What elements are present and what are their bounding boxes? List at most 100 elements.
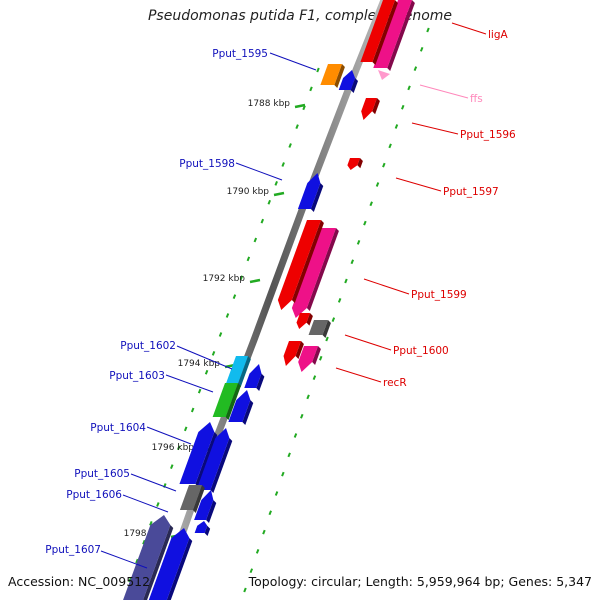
guide-dot — [350, 259, 355, 265]
guide-dot — [232, 294, 237, 300]
gene-pput-1607-partner-shade — [163, 538, 193, 600]
guide-dot — [281, 471, 285, 477]
guide-dot — [407, 85, 411, 91]
gene-label-pput-1604: Pput_1604 — [90, 422, 146, 434]
gene-label-pput-1596: Pput_1596 — [460, 129, 516, 141]
guide-dot — [262, 529, 266, 535]
dotted-guide-lines — [128, 27, 430, 593]
gene-label-pput-1597: Pput_1597 — [443, 186, 499, 198]
guide-dot — [325, 336, 329, 342]
gene-label-pput-1602: Pput_1602 — [120, 340, 176, 352]
gene-ffs — [378, 70, 390, 80]
gene-pput-1596-body — [361, 98, 377, 120]
gene-pput-1603-body — [212, 383, 238, 417]
scale-tick-label: 1794 kbp — [178, 359, 221, 369]
guide-dot — [300, 413, 304, 419]
gene-label-pput-1595: Pput_1595 — [212, 48, 268, 60]
gene-pput-1596-shade — [372, 98, 380, 115]
gene-recR-red-shade — [295, 341, 304, 359]
gene-pput-1599-body — [291, 228, 336, 318]
gene-ligA-shade — [387, 0, 415, 71]
gene-label-pput-1598: Pput_1598 — [179, 158, 235, 170]
gene-pput-1602-partner-shade — [256, 373, 265, 391]
gene-pput-1599-partner — [277, 220, 324, 310]
guide-dot — [156, 502, 160, 507]
scale-tick-label: 1790 kbp — [227, 187, 270, 197]
guide-dot — [239, 275, 244, 281]
guide-dot — [388, 143, 392, 149]
gene-pput-1604-partner — [196, 428, 233, 493]
gene-pput-1598-shade — [310, 183, 324, 212]
gene-pput-1595-shade — [334, 64, 345, 88]
gene-pput-1600-red-shade — [306, 313, 313, 326]
gene-pput-1605 — [179, 485, 205, 513]
gene-pput-1598-body — [297, 173, 321, 209]
gene-ligA — [373, 0, 415, 71]
gene-pput-1598 — [297, 173, 324, 212]
scale-tick-label: 1796 kbp — [152, 443, 195, 453]
guide-dot — [255, 549, 260, 554]
leader-pput-1604 — [146, 426, 192, 445]
leader-pput-1600 — [344, 334, 392, 351]
leader-pput-1602 — [176, 345, 233, 370]
guide-dot — [274, 180, 278, 186]
guide-dot — [344, 278, 348, 284]
gene-label-pput-1603: Pput_1603 — [109, 370, 165, 382]
guide-dot — [243, 587, 247, 593]
leader-pput-1595 — [269, 52, 317, 71]
guide-dot — [197, 388, 202, 394]
guide-dot — [204, 369, 209, 375]
guide-dot — [268, 510, 272, 516]
guide-dot — [281, 162, 285, 167]
guide-dot — [375, 182, 380, 187]
guide-dot — [249, 568, 254, 574]
gene-pput-1606 — [194, 490, 217, 523]
gene-pput-1607-partner — [145, 528, 193, 600]
guide-dot — [128, 577, 132, 583]
guide-dot — [149, 520, 153, 526]
leader-pput-1597 — [395, 177, 442, 192]
guide-dot — [274, 491, 279, 496]
guide-dot — [260, 218, 265, 224]
leader-ffs — [419, 84, 469, 99]
guide-dot — [142, 539, 146, 545]
guide-dot — [183, 426, 188, 432]
gene-pput-1602-partner-body — [244, 364, 262, 388]
guide-dot — [211, 350, 216, 356]
gene-pput-1597 — [347, 158, 363, 170]
gene-pput-1604-body — [179, 422, 215, 484]
scale-tick-mark — [249, 278, 261, 284]
guide-dot — [293, 433, 298, 438]
guide-dot — [253, 237, 258, 243]
gene-pput-1596 — [361, 98, 380, 120]
gene-pput-1600-body — [308, 320, 328, 335]
guide-dot — [419, 46, 424, 52]
gene-features — [121, 0, 415, 600]
scale-tick-label: 1798 kbp — [124, 529, 167, 539]
leader-pput-1603 — [165, 374, 214, 393]
gene-pput-1603-partner-shade — [242, 400, 254, 425]
guide-dot — [369, 201, 373, 207]
guide-dot — [288, 143, 292, 148]
leader-recr — [335, 367, 382, 383]
gene-pput-1602-partner — [244, 364, 265, 391]
guide-dot — [190, 407, 195, 413]
leader-pput-1606 — [122, 494, 169, 513]
gene-ligA-upstream-shade — [372, 0, 398, 65]
leader-pput-1599 — [363, 278, 410, 295]
leader-pput-1607 — [100, 550, 148, 569]
scale-tick-mark — [273, 191, 285, 197]
gene-pput-1595-partner — [338, 70, 358, 93]
leader-liga — [451, 22, 487, 35]
scale-tick-mark — [294, 103, 306, 109]
genome-summary-text: Topology: circular; Length: 5,959,964 bp… — [248, 574, 592, 589]
guide-dot — [306, 394, 310, 400]
guide-dot — [246, 256, 251, 262]
gene-recR-red-body — [283, 341, 301, 366]
gene-pput-1604-shade — [195, 432, 218, 487]
gene-pput-1602 — [225, 356, 251, 387]
gene-pput-1599-shade — [306, 228, 339, 311]
gene-pput-1595-partner-shade — [350, 78, 358, 93]
